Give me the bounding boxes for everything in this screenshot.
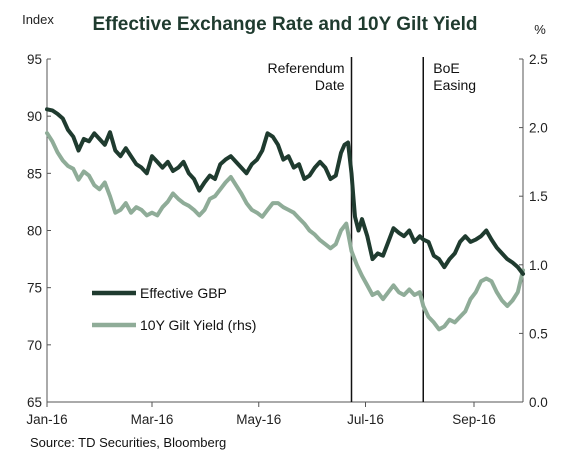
x-tick-label: May-16 (236, 412, 281, 427)
left-axis-unit: Index (22, 12, 54, 27)
left-tick-label: 80 (27, 224, 42, 239)
left-tick-label: 70 (27, 338, 42, 353)
left-tick-label: 65 (27, 395, 42, 410)
right-tick-label: 1.0 (529, 258, 548, 273)
left-tick-label: 85 (27, 166, 42, 181)
right-tick-label: 2.0 (529, 121, 548, 136)
left-tick-label: 75 (27, 281, 42, 296)
right-tick-label: 2.5 (529, 52, 548, 67)
event-annotation: BoE (433, 60, 459, 76)
event-annotation: Date (315, 77, 345, 93)
series-line-effective-gbp (45, 107, 525, 276)
source-note: Source: TD Securities, Bloomberg (30, 435, 226, 450)
left-tick-label: 95 (27, 52, 42, 67)
right-tick-label: 0.5 (529, 326, 548, 341)
left-tick-label: 90 (27, 109, 42, 124)
right-tick-label: 1.5 (529, 189, 548, 204)
legend-item-gilt-yield-label: 10Y Gilt Yield (rhs) (140, 317, 256, 333)
series-lines (45, 107, 525, 332)
axes: 65 70 75 80 85 90 95 0.0 0.5 1.0 1.5 2.0 2.5 Jan-16 Ma… (26, 52, 547, 427)
x-tick-label: Mar-16 (131, 412, 174, 427)
series-line-gilt-yield (45, 131, 525, 332)
legend-item-effective-gbp-label: Effective GBP (140, 285, 227, 301)
event-annotation: Easing (433, 77, 476, 93)
right-tick-label: 0.0 (529, 395, 548, 410)
event-annotation: Referendum (267, 60, 344, 76)
chart-title: Effective Exchange Rate and 10Y Gilt Yie… (92, 14, 477, 35)
x-tick-label: Sep-16 (452, 412, 496, 427)
right-axis-unit: % (534, 22, 546, 37)
x-tick-label: Jan-16 (26, 412, 67, 427)
legend: Effective GBP 10Y Gilt Yield (rhs) (92, 285, 256, 333)
x-tick-label: Jul-16 (347, 412, 384, 427)
